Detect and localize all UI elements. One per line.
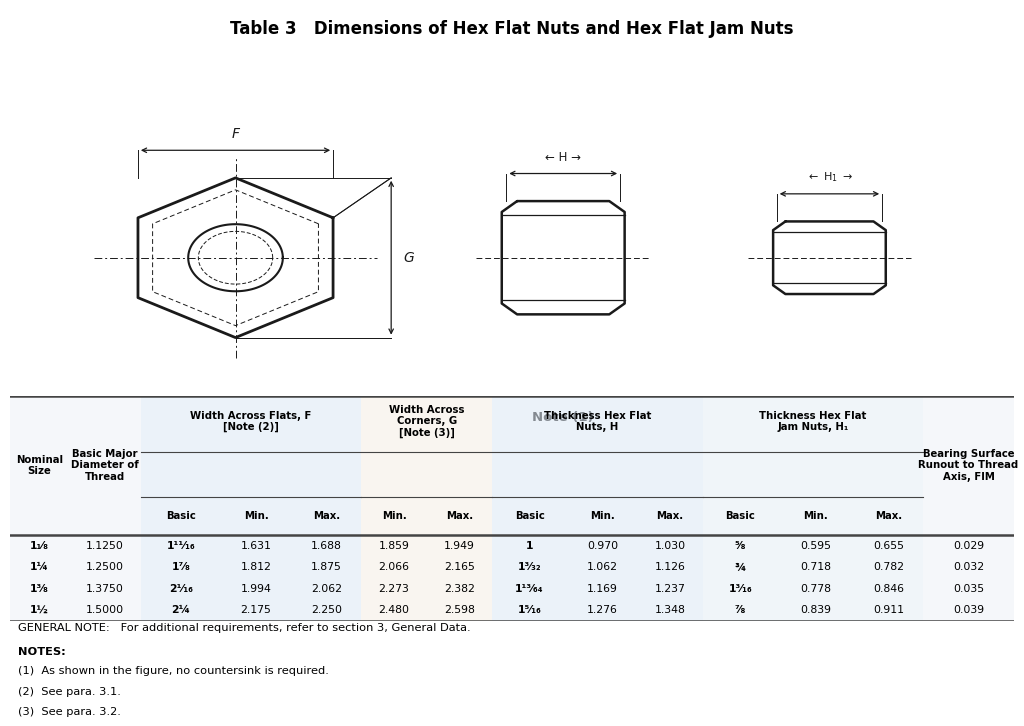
Text: (1)  As shown in the figure, no countersink is required.: (1) As shown in the figure, no countersi…	[18, 666, 330, 677]
Text: 0.595: 0.595	[800, 541, 831, 551]
Text: Min.: Min.	[803, 511, 828, 521]
Text: 1.875: 1.875	[311, 562, 342, 572]
Bar	[140, 396, 221, 621]
Text: ⁷⁄₈: ⁷⁄₈	[734, 605, 746, 615]
Text: 0.718: 0.718	[800, 562, 831, 572]
Text: 1.348: 1.348	[654, 605, 685, 615]
Text: 2.066: 2.066	[379, 562, 410, 572]
Text: 1.126: 1.126	[654, 562, 685, 572]
Text: G: G	[403, 250, 414, 265]
Text: ⁵⁄₈: ⁵⁄₈	[734, 541, 746, 551]
Text: 0.839: 0.839	[800, 605, 831, 615]
Text: 1.994: 1.994	[241, 584, 271, 594]
Text: Max.: Max.	[656, 511, 684, 521]
Text: 0.032: 0.032	[953, 562, 984, 572]
Text: 1.276: 1.276	[587, 605, 617, 615]
Text: 1.030: 1.030	[654, 541, 686, 551]
Text: Table 3   Dimensions of Hex Flat Nuts and Hex Flat Jam Nuts: Table 3 Dimensions of Hex Flat Nuts and …	[230, 20, 794, 38]
Text: Basic: Basic	[166, 511, 196, 521]
Text: 1.1250: 1.1250	[86, 541, 124, 551]
Text: 2.165: 2.165	[443, 562, 475, 572]
Text: 1.5000: 1.5000	[86, 605, 124, 615]
Text: 1: 1	[525, 541, 534, 551]
Bar	[361, 396, 427, 621]
Text: Basic: Basic	[515, 511, 545, 521]
Text: 0.846: 0.846	[872, 584, 904, 594]
Text: 1½: 1½	[30, 605, 49, 615]
Text: 1⁵⁄₁₆: 1⁵⁄₁₆	[517, 605, 542, 615]
Text: 2.598: 2.598	[443, 605, 475, 615]
Text: Note (1): Note (1)	[532, 411, 594, 424]
Text: Basic: Basic	[725, 511, 755, 521]
Text: Min.: Min.	[244, 511, 268, 521]
Text: 1¹¹⁄₁₆: 1¹¹⁄₁₆	[167, 541, 196, 551]
Text: 0.970: 0.970	[587, 541, 617, 551]
Text: 0.782: 0.782	[872, 562, 904, 572]
Text: Min.: Min.	[590, 511, 614, 521]
Text: 1³⁄₁₆: 1³⁄₁₆	[728, 584, 753, 594]
Text: 2.175: 2.175	[241, 605, 271, 615]
Text: Max.: Max.	[874, 511, 902, 521]
Text: 1.688: 1.688	[311, 541, 342, 551]
Text: 1.2500: 1.2500	[86, 562, 124, 572]
Text: Max.: Max.	[445, 511, 473, 521]
Text: Min.: Min.	[382, 511, 407, 521]
Text: 2¹⁄₁₆: 2¹⁄₁₆	[169, 584, 193, 594]
Text: (3)  See para. 3.2.: (3) See para. 3.2.	[18, 707, 121, 717]
Text: 1.237: 1.237	[654, 584, 685, 594]
Text: 2.273: 2.273	[379, 584, 410, 594]
Text: 1.631: 1.631	[241, 541, 271, 551]
Text: 1₁⁄₈: 1₁⁄₈	[30, 541, 49, 551]
Text: Thickness Hex Flat
Jam Nuts, H₁: Thickness Hex Flat Jam Nuts, H₁	[760, 411, 866, 433]
Text: 2¼: 2¼	[171, 605, 190, 615]
Text: 2.250: 2.250	[311, 605, 342, 615]
Text: 1³⁄₃₂: 1³⁄₃₂	[518, 562, 542, 572]
Bar	[637, 396, 702, 621]
Bar	[291, 396, 361, 621]
Text: Max.: Max.	[312, 511, 340, 521]
Text: 1.859: 1.859	[379, 541, 410, 551]
Text: Bearing Surface
Runout to Thread
Axis, FIM: Bearing Surface Runout to Thread Axis, F…	[919, 449, 1019, 482]
Text: 1.169: 1.169	[587, 584, 617, 594]
Text: 2.382: 2.382	[443, 584, 475, 594]
Text: $\leftarrow$ H$_1$ $\rightarrow$: $\leftarrow$ H$_1$ $\rightarrow$	[806, 171, 853, 184]
Bar	[702, 396, 778, 621]
Text: 0.039: 0.039	[953, 605, 984, 615]
Text: ← H →: ← H →	[545, 151, 582, 164]
Text: 1¹³⁄₆₄: 1¹³⁄₆₄	[515, 584, 544, 594]
Text: ¾: ¾	[734, 562, 746, 572]
Text: 1⁷⁄₈: 1⁷⁄₈	[171, 562, 190, 572]
Text: Nominal
Size: Nominal Size	[15, 454, 62, 476]
Text: 0.911: 0.911	[872, 605, 904, 615]
Text: 1.812: 1.812	[241, 562, 271, 572]
Text: 0.035: 0.035	[953, 584, 984, 594]
Text: 1.3750: 1.3750	[86, 584, 124, 594]
Text: GENERAL NOTE:   For additional requirements, refer to section 3, General Data.: GENERAL NOTE: For additional requirement…	[18, 623, 471, 633]
Text: 0.778: 0.778	[800, 584, 831, 594]
Bar	[778, 396, 853, 621]
Text: Thickness Hex Flat
Nuts, H: Thickness Hex Flat Nuts, H	[544, 411, 651, 433]
Text: F: F	[231, 127, 240, 141]
Bar	[492, 396, 567, 621]
Text: 1¼: 1¼	[30, 562, 49, 572]
Text: 1.062: 1.062	[587, 562, 617, 572]
Text: 1³⁄₈: 1³⁄₈	[30, 584, 49, 594]
Text: 1.949: 1.949	[443, 541, 475, 551]
Bar	[567, 396, 637, 621]
Text: NOTES:: NOTES:	[18, 647, 67, 657]
Text: Basic Major
Diameter of
Thread: Basic Major Diameter of Thread	[71, 449, 138, 482]
Text: 0.029: 0.029	[953, 541, 984, 551]
Bar	[427, 396, 492, 621]
Text: (2)  See para. 3.1.: (2) See para. 3.1.	[18, 687, 121, 697]
Text: 2.062: 2.062	[311, 584, 342, 594]
Text: Width Across Flats, F
[Note (2)]: Width Across Flats, F [Note (2)]	[190, 411, 311, 433]
Bar	[69, 396, 140, 621]
Bar	[924, 396, 1014, 621]
Text: 0.655: 0.655	[872, 541, 904, 551]
Bar	[853, 396, 924, 621]
Text: 2.480: 2.480	[379, 605, 410, 615]
Bar	[10, 396, 69, 621]
Bar	[221, 396, 291, 621]
Text: Width Across
Corners, G
[Note (3)]: Width Across Corners, G [Note (3)]	[389, 405, 465, 439]
